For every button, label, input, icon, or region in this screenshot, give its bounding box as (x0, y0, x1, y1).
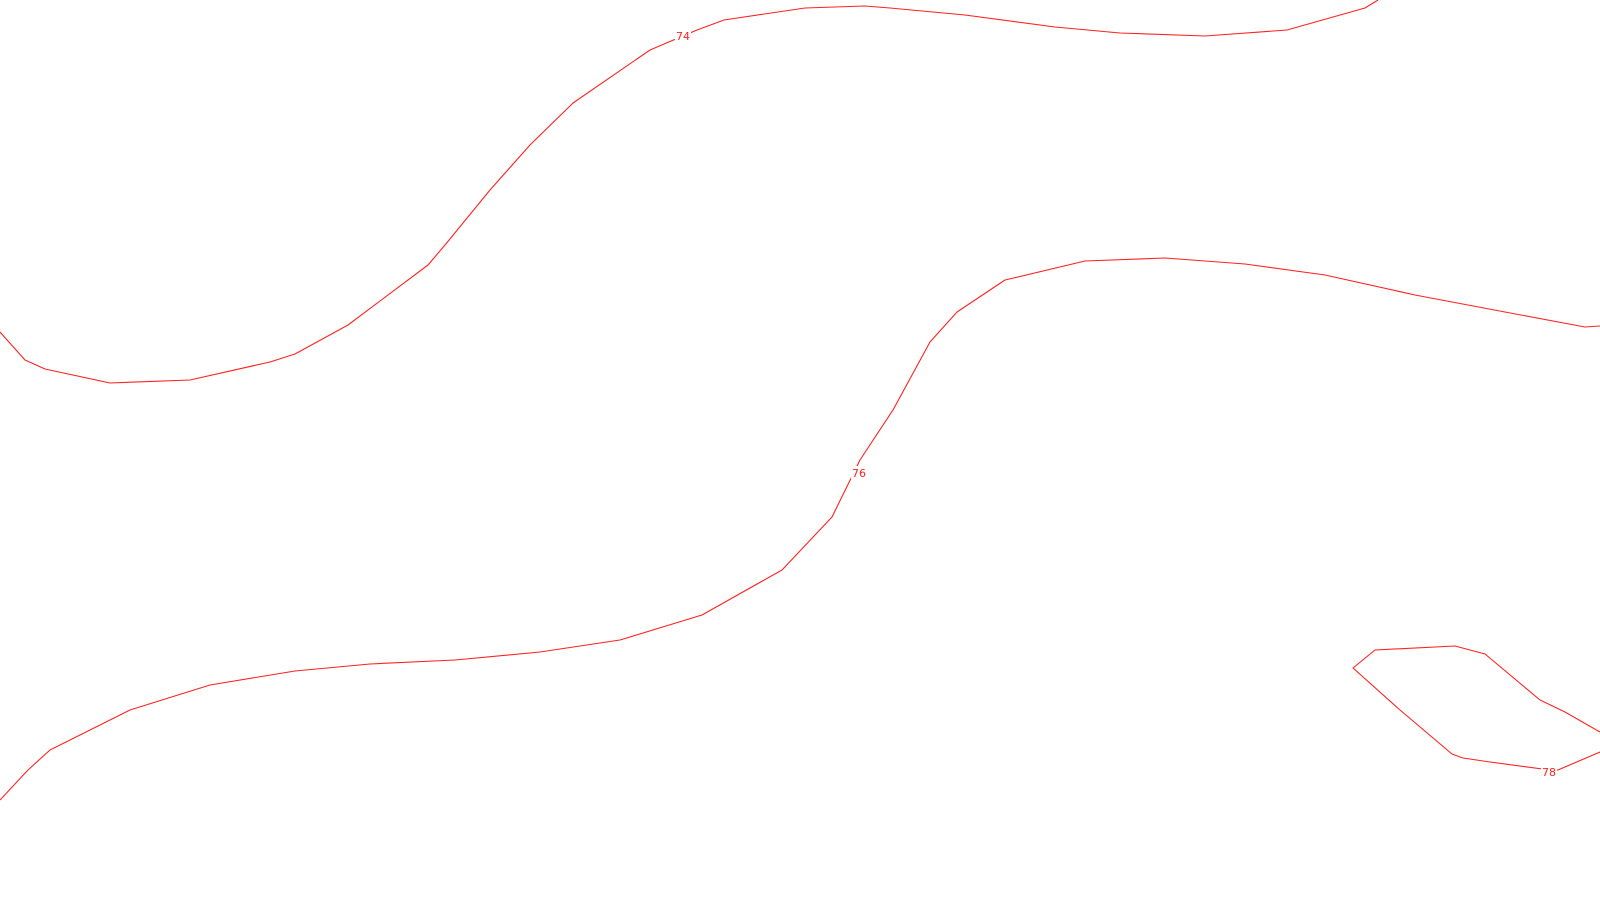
contour-76-label-mask (851, 466, 867, 480)
contour-78-label: 78 (1542, 766, 1556, 779)
contour-74-label: 74 (676, 30, 690, 43)
contour-76-label: 76 (852, 467, 866, 480)
contour-78: 78 (1352, 645, 1600, 779)
contour-74: 74 (0, 0, 1379, 384)
contour-78-label-mask (1541, 765, 1557, 779)
contour-76: 76 (0, 257, 1600, 801)
contour-78-line (1352, 645, 1600, 771)
contour-74-label-mask (675, 29, 691, 43)
contour-74-line (0, 0, 1379, 384)
contour-76-line (0, 257, 1600, 801)
